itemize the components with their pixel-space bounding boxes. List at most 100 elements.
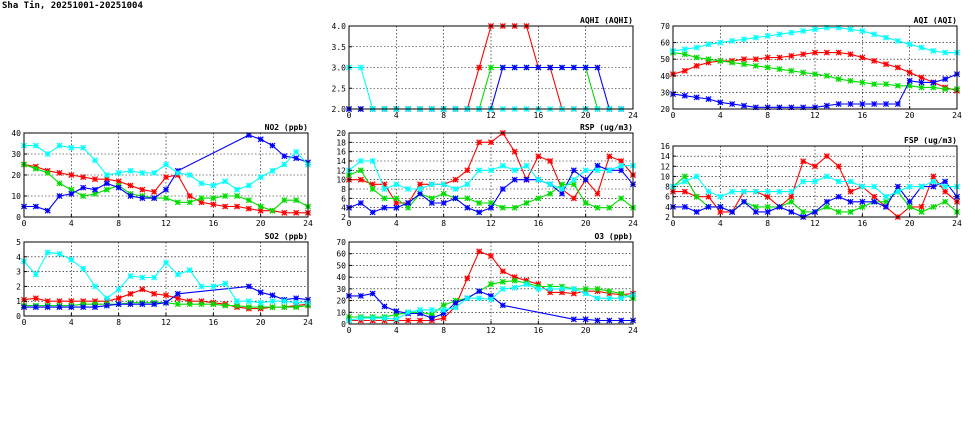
rsp-series-4-point [452, 185, 459, 193]
rsp-series-2-point [594, 204, 601, 211]
aqhi-series-3-point [511, 64, 518, 71]
x-tick-label: 20 [256, 219, 266, 228]
o3-series-4-point [381, 315, 388, 322]
aqhi-series-3-point [558, 64, 566, 71]
no2-series-4-point [91, 157, 99, 164]
no2-series-1-point [198, 199, 205, 206]
rsp-series-2-point [357, 167, 364, 174]
x-tick-label: 12 [810, 219, 820, 228]
x-tick-label: 24 [952, 219, 962, 228]
rsp-series-4-point [535, 176, 542, 183]
no2-series-3-point [115, 184, 122, 191]
no2-series-1-point [91, 176, 99, 183]
o3-series-4-point [452, 304, 459, 311]
o3-series-3-point [416, 310, 424, 317]
y-tick-label: 40 [660, 72, 670, 81]
o3-series-4-point [464, 295, 471, 302]
rsp-series-3-point [440, 199, 447, 207]
rsp-series-2-point [393, 195, 400, 202]
rsp-series-2-point [405, 204, 412, 211]
x-tick-label: 8 [765, 111, 770, 120]
no2-series-4-point [151, 169, 158, 176]
no2-series-2-point [257, 203, 264, 210]
fsp-series-3-point [729, 208, 736, 215]
so2-series-1-point [103, 298, 110, 305]
fsp-series-4-point [811, 178, 819, 185]
aqhi-series-3-point [535, 64, 542, 71]
fsp-series-1-point [811, 163, 819, 170]
fsp-series-3-point [823, 198, 830, 205]
aqi-series-2-point [894, 82, 901, 89]
no2-series-1-point [162, 174, 170, 181]
rsp-series-3-point [428, 199, 435, 207]
no2-series-2-point [68, 186, 75, 193]
chart-title: AQI (AQI) [914, 16, 957, 25]
y-tick-label: 4 [16, 253, 21, 262]
chart-title: AQHI (AQHI) [580, 16, 633, 25]
no2-series-2-point [103, 186, 110, 193]
o3-series-4-point [511, 284, 518, 291]
rsp-series-3-point [499, 185, 506, 193]
fsp-series-1-point [788, 193, 795, 200]
o3-series-1-point [405, 317, 412, 324]
no2-series-1-point [186, 192, 193, 200]
aqhi-series-4-point [357, 64, 364, 71]
no2-series-4-point [127, 167, 134, 174]
x-tick-label: 4 [394, 219, 399, 228]
o3-series-4-point [440, 306, 447, 313]
rsp-series-2-point [440, 190, 447, 197]
no2-series-3-point [68, 190, 75, 197]
aqi-series-2-point [930, 84, 937, 91]
aqi-series-3-point [800, 104, 807, 111]
aqi-series-1-point [847, 51, 854, 58]
rsp-series-1-point [487, 139, 495, 146]
no2-series-1-point [233, 203, 241, 210]
rsp-series-3-point [618, 167, 625, 174]
aqi-series-3-point [681, 92, 688, 99]
chart-title: FSP (ug/m3) [904, 136, 957, 145]
y-tick-label: 3 [16, 268, 21, 277]
fsp-series-2-point [681, 173, 688, 180]
no2-series-2-point [233, 192, 241, 200]
fsp-series-4-point [788, 188, 795, 195]
so2-series-4-point [269, 298, 276, 305]
so2-series-1-point [56, 298, 63, 305]
y-tick-label: 70 [336, 238, 346, 247]
y-tick-label: 40 [336, 273, 346, 282]
o3-series-2-point [487, 281, 495, 288]
no2-series-3-point [56, 192, 63, 200]
so2-series-1-point [162, 292, 170, 299]
aqi-series-1-point [918, 74, 925, 81]
so2-series-1-point [174, 295, 181, 302]
so2-series-4-point [56, 250, 63, 257]
no2-series-1-point [127, 182, 134, 189]
aqi-series-1-point [871, 57, 878, 64]
no2-series-2-point [162, 195, 170, 202]
o3-series-2-point [606, 288, 613, 295]
so2-series-3-point [162, 299, 170, 306]
rsp-series-1-point [570, 195, 577, 202]
aqi-series-3-point [729, 100, 736, 108]
aqi-series-2-point [788, 67, 795, 74]
no2-series-2-point [56, 180, 63, 187]
x-tick-label: 24 [628, 326, 638, 335]
aqi-series-2-point [717, 57, 724, 64]
rsp-series-2-point [523, 199, 530, 207]
no2-series-4-point [115, 169, 122, 176]
y-tick-label: 5 [16, 238, 21, 247]
so2-series-1-point [44, 298, 51, 305]
y-tick-label: 3.0 [332, 64, 347, 73]
fsp-series-2-point [752, 203, 759, 210]
no2-series-1-point [68, 171, 75, 179]
so2-series-1-point [151, 290, 158, 297]
aqi-series-2-point [942, 86, 949, 93]
rsp-series-2-point [499, 204, 506, 211]
o3-series-1-point [464, 275, 471, 282]
o3-series-2-point [499, 278, 506, 285]
rsp-series-3-point [405, 199, 412, 207]
o3-series-1-point [511, 274, 518, 281]
y-tick-label: 20 [660, 105, 670, 114]
x-tick-label: 24 [628, 111, 638, 120]
fsp-series-1-point [942, 188, 949, 195]
